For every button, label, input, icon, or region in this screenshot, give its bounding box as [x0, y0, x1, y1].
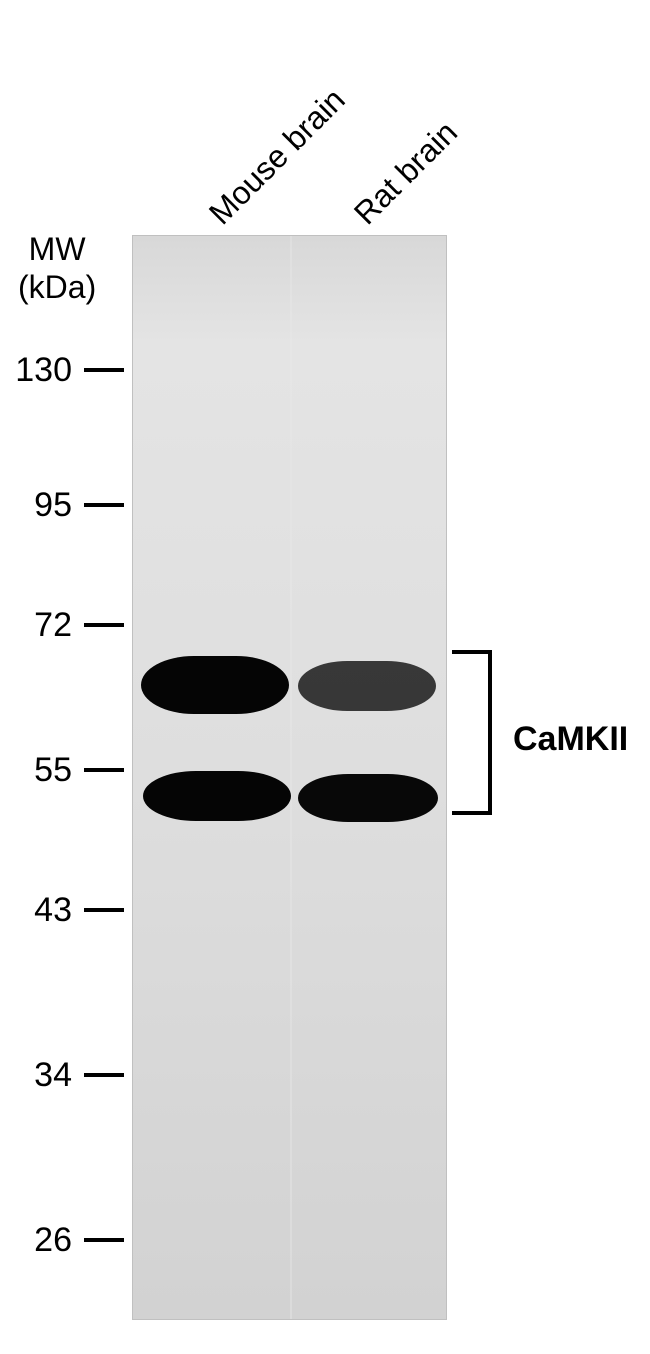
- band-bracket: [452, 650, 492, 815]
- mw-marker-value: 55: [10, 751, 72, 790]
- lane-label-2: Rat brain: [347, 114, 465, 232]
- mw-header-line2: (kDa): [18, 268, 96, 306]
- blot-band-lane-1: [141, 656, 289, 714]
- mw-header: MW (kDa): [18, 230, 96, 307]
- blot-band-lane-2: [298, 661, 436, 711]
- blot-band-lane-2: [298, 774, 438, 822]
- lane-separator: [290, 236, 292, 1319]
- mw-marker-tick: [84, 368, 124, 372]
- mw-marker-value: 34: [10, 1056, 72, 1095]
- mw-marker-tick: [84, 623, 124, 627]
- mw-marker-34: 34: [10, 1060, 124, 1090]
- mw-marker-value: 26: [10, 1221, 72, 1260]
- mw-marker-tick: [84, 1238, 124, 1242]
- mw-marker-130: 130: [10, 355, 124, 385]
- mw-marker-72: 72: [10, 610, 124, 640]
- mw-header-line1: MW: [18, 230, 96, 268]
- blot-band-lane-1: [143, 771, 291, 821]
- mw-marker-95: 95: [10, 490, 124, 520]
- western-blot-figure: Mouse brain Rat brain MW (kDa) 130 95 72…: [0, 0, 650, 1354]
- mw-marker-tick: [84, 1073, 124, 1077]
- mw-marker-value: 130: [10, 351, 72, 390]
- mw-marker-tick: [84, 768, 124, 772]
- mw-marker-value: 43: [10, 891, 72, 930]
- mw-marker-value: 72: [10, 606, 72, 645]
- mw-marker-26: 26: [10, 1225, 124, 1255]
- mw-marker-tick: [84, 503, 124, 507]
- protein-label: CaMKII: [513, 720, 628, 759]
- lane-label-1: Mouse brain: [202, 81, 353, 232]
- mw-marker-value: 95: [10, 486, 72, 525]
- blot-membrane: [132, 235, 447, 1320]
- mw-marker-55: 55: [10, 755, 124, 785]
- lane-labels-group: Mouse brain Rat brain: [158, 20, 468, 240]
- mw-marker-43: 43: [10, 895, 124, 925]
- mw-marker-tick: [84, 908, 124, 912]
